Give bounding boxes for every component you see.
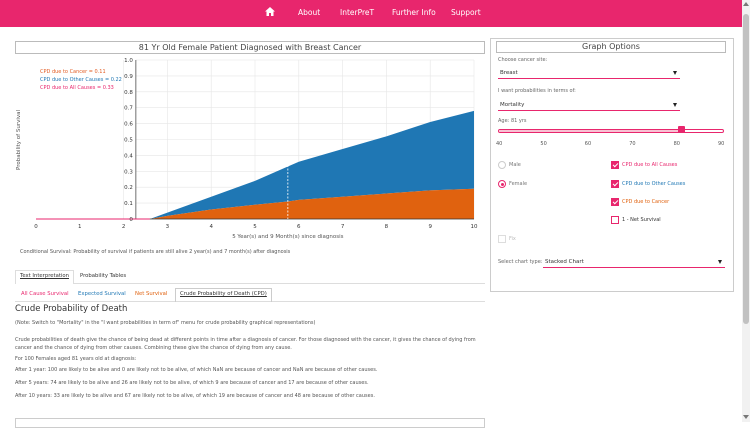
y-tick-label: 0 bbox=[129, 217, 133, 223]
x-tick-label: 3 bbox=[166, 224, 170, 230]
scrollbar-thumb[interactable] bbox=[743, 14, 749, 324]
cpd-description: Crude probabilities of death give the ch… bbox=[15, 337, 476, 351]
nav-about[interactable]: About bbox=[298, 8, 321, 17]
nav-further-info[interactable]: Further Info bbox=[392, 8, 436, 17]
sex-male-label: Male bbox=[509, 162, 521, 168]
cohort-text: For 100 Females aged 81 years old at dia… bbox=[15, 356, 137, 362]
result-5-years: After 5 years: 74 are likely to be alive… bbox=[15, 380, 369, 386]
sex-female-radio[interactable] bbox=[498, 180, 506, 188]
chevron-down-icon bbox=[718, 260, 722, 264]
age-tick-label: 70 bbox=[629, 141, 636, 147]
tab-probability-tables[interactable]: Probability Tables bbox=[80, 273, 127, 279]
y-tick-label: 0.8 bbox=[124, 90, 133, 96]
x-tick-label: 1 bbox=[78, 224, 82, 230]
area-cpd-cancer bbox=[149, 188, 474, 219]
probability-type-value: Mortality bbox=[500, 102, 525, 108]
check-cpd-cancer[interactable] bbox=[611, 198, 619, 206]
y-tick-label: 0.4 bbox=[124, 153, 133, 159]
sex-male-radio[interactable] bbox=[498, 161, 506, 169]
result-1-year: After 1 year: 100 are likely to be alive… bbox=[15, 367, 378, 373]
age-label: Age: 81 yrs bbox=[498, 118, 527, 124]
tab-text-interpretation[interactable]: Text Interpretation bbox=[15, 270, 74, 284]
page-scrollbar[interactable] bbox=[742, 0, 750, 422]
age-tick-label: 90 bbox=[718, 141, 725, 147]
graph-options-title: Graph Options bbox=[496, 41, 726, 53]
mortality-note: (Note: Switch to "Mortality" in the "I w… bbox=[15, 320, 316, 326]
x-tick-label: 8 bbox=[385, 224, 389, 230]
age-tick-label: 60 bbox=[584, 141, 592, 147]
age-tick-label: 80 bbox=[673, 141, 680, 147]
y-tick-label: 0.6 bbox=[124, 122, 133, 128]
chart-type-label: Select chart type: bbox=[498, 259, 543, 265]
x-axis-label: 5 Year(s) and 9 Month(s) since diagnosis bbox=[232, 234, 343, 240]
fix-checkbox[interactable] bbox=[498, 235, 506, 243]
y-tick-label: 0.7 bbox=[124, 106, 133, 112]
age-tick-label: 50 bbox=[540, 141, 547, 147]
result-subtabs: All Cause Survival Expected Survival Net… bbox=[15, 288, 485, 302]
x-tick-label: 9 bbox=[428, 224, 432, 230]
chart-type-select[interactable]: Stacked Chart bbox=[543, 257, 725, 268]
probability-type-label: I want probabilities in terms of: bbox=[498, 88, 576, 94]
age-slider-track[interactable] bbox=[498, 129, 724, 133]
sex-female-label: Female bbox=[509, 181, 528, 187]
age-slider-fill bbox=[499, 130, 682, 132]
subtab-expected-survival[interactable]: Expected Survival bbox=[78, 291, 126, 297]
y-tick-label: 0.3 bbox=[124, 169, 133, 175]
fix-label: Fix bbox=[509, 236, 516, 242]
cancer-site-value: Breast bbox=[500, 70, 518, 76]
x-tick-label: 0 bbox=[34, 224, 38, 230]
x-tick-label: 5 bbox=[253, 224, 257, 230]
check-cpd-other-causes[interactable] bbox=[611, 180, 619, 188]
y-tick-label: 0.1 bbox=[124, 201, 133, 207]
nav-interpret[interactable]: InterPreT bbox=[340, 8, 375, 17]
check-cpd-all-causes[interactable] bbox=[611, 161, 619, 169]
chevron-down-icon bbox=[673, 71, 677, 75]
result-10-years: After 10 years: 33 are likely to be aliv… bbox=[15, 393, 375, 399]
area-cpd-other-causes bbox=[149, 110, 474, 219]
age-slider-handle[interactable] bbox=[678, 126, 686, 133]
scroll-down-arrow-icon[interactable] bbox=[743, 415, 749, 419]
subtab-all-cause-survival[interactable]: All Cause Survival bbox=[21, 291, 69, 297]
conditional-survival-text: Conditional Survival: Probability of sur… bbox=[20, 249, 291, 255]
bottom-panel bbox=[15, 418, 485, 428]
x-tick-label: 7 bbox=[341, 224, 345, 230]
y-axis-label: Probability of Survival bbox=[16, 110, 22, 171]
chevron-down-icon bbox=[673, 103, 677, 107]
check-cpd-all-causes-label: CPD due to All Causes bbox=[622, 162, 678, 168]
probability-type-select[interactable]: Mortality bbox=[498, 100, 680, 111]
y-tick-label: 1.0 bbox=[124, 58, 133, 64]
check-cpd-other-causes-label: CPD due to Other Causes bbox=[622, 181, 686, 187]
scroll-up-arrow-icon[interactable] bbox=[743, 2, 749, 6]
y-tick-label: 0.9 bbox=[124, 74, 133, 80]
subtab-net-survival[interactable]: Net Survival bbox=[135, 291, 168, 297]
x-tick-label: 4 bbox=[209, 224, 213, 230]
interpretation-tabs: Text Interpretation Probability Tables bbox=[15, 270, 485, 284]
survival-chart: 0 1 2 3 4 5 6 7 8 9 10 0 0.1 0.2 0.3 0.4 0.5 0.6 0.7 0.8 0.9… bbox=[16, 58, 478, 240]
subtab-crude-probability-of-death[interactable]: Crude Probability of Death (CPD) bbox=[175, 288, 272, 302]
section-heading: Crude Probability of Death bbox=[15, 304, 128, 314]
y-tick-label: 0.5 bbox=[124, 138, 133, 144]
nav-support[interactable]: Support bbox=[451, 8, 481, 17]
cancer-site-select[interactable]: Breast bbox=[498, 68, 680, 79]
check-net-survival-label: 1 - Net Survival bbox=[622, 217, 661, 223]
legend-cpd-other: CPD due to Other Causes = 0.22 bbox=[40, 77, 122, 83]
x-tick-label: 10 bbox=[471, 224, 478, 230]
age-tick-label: 40 bbox=[496, 141, 503, 147]
home-icon[interactable] bbox=[265, 7, 275, 16]
cancer-site-label: Choose cancer site: bbox=[498, 57, 548, 63]
x-tick-label: 6 bbox=[297, 224, 301, 230]
top-navbar: About InterPreT Further Info Support bbox=[0, 0, 742, 27]
graph-options-panel bbox=[490, 38, 734, 292]
chart-title: 81 Yr Old Female Patient Diagnosed with … bbox=[15, 41, 485, 54]
check-cpd-cancer-label: CPD due to Cancer bbox=[622, 199, 670, 205]
check-net-survival[interactable] bbox=[611, 216, 619, 224]
y-tick-label: 0.2 bbox=[124, 185, 133, 191]
legend-cpd-all: CPD due to All Causes = 0.33 bbox=[40, 85, 114, 91]
legend-cpd-cancer: CPD due to Cancer = 0.11 bbox=[40, 69, 106, 75]
chart-type-value: Stacked Chart bbox=[545, 259, 584, 265]
x-tick-label: 2 bbox=[122, 224, 126, 230]
